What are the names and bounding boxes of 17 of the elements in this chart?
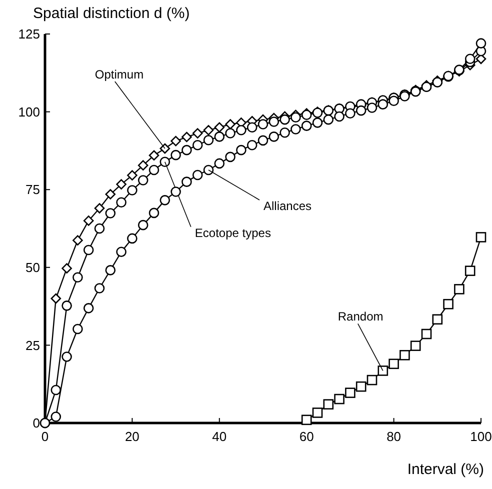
y-axis-title: Spatial distinction d (%) — [33, 5, 190, 22]
text: Random — [338, 310, 384, 324]
x-tick-label: 40 — [212, 429, 227, 444]
y-tick-label: 125 — [18, 26, 40, 42]
y-tick-label: 0 — [32, 416, 40, 431]
x-tick-label: 60 — [299, 429, 314, 444]
x-tick-label: 100 — [470, 429, 492, 444]
y-tick-label: 50 — [26, 260, 40, 275]
x-axis-title: Interval (%) — [407, 461, 484, 478]
y-tick-label: 25 — [26, 338, 40, 353]
y-tick-label: 100 — [18, 104, 40, 120]
text: Optimum — [94, 68, 144, 82]
text: Ecotope types — [194, 226, 271, 240]
x-tick-label: 20 — [124, 429, 140, 444]
x-tick-label: 80 — [386, 429, 402, 444]
text: Alliances — [264, 198, 312, 213]
y-tick-label: 75 — [26, 182, 40, 198]
